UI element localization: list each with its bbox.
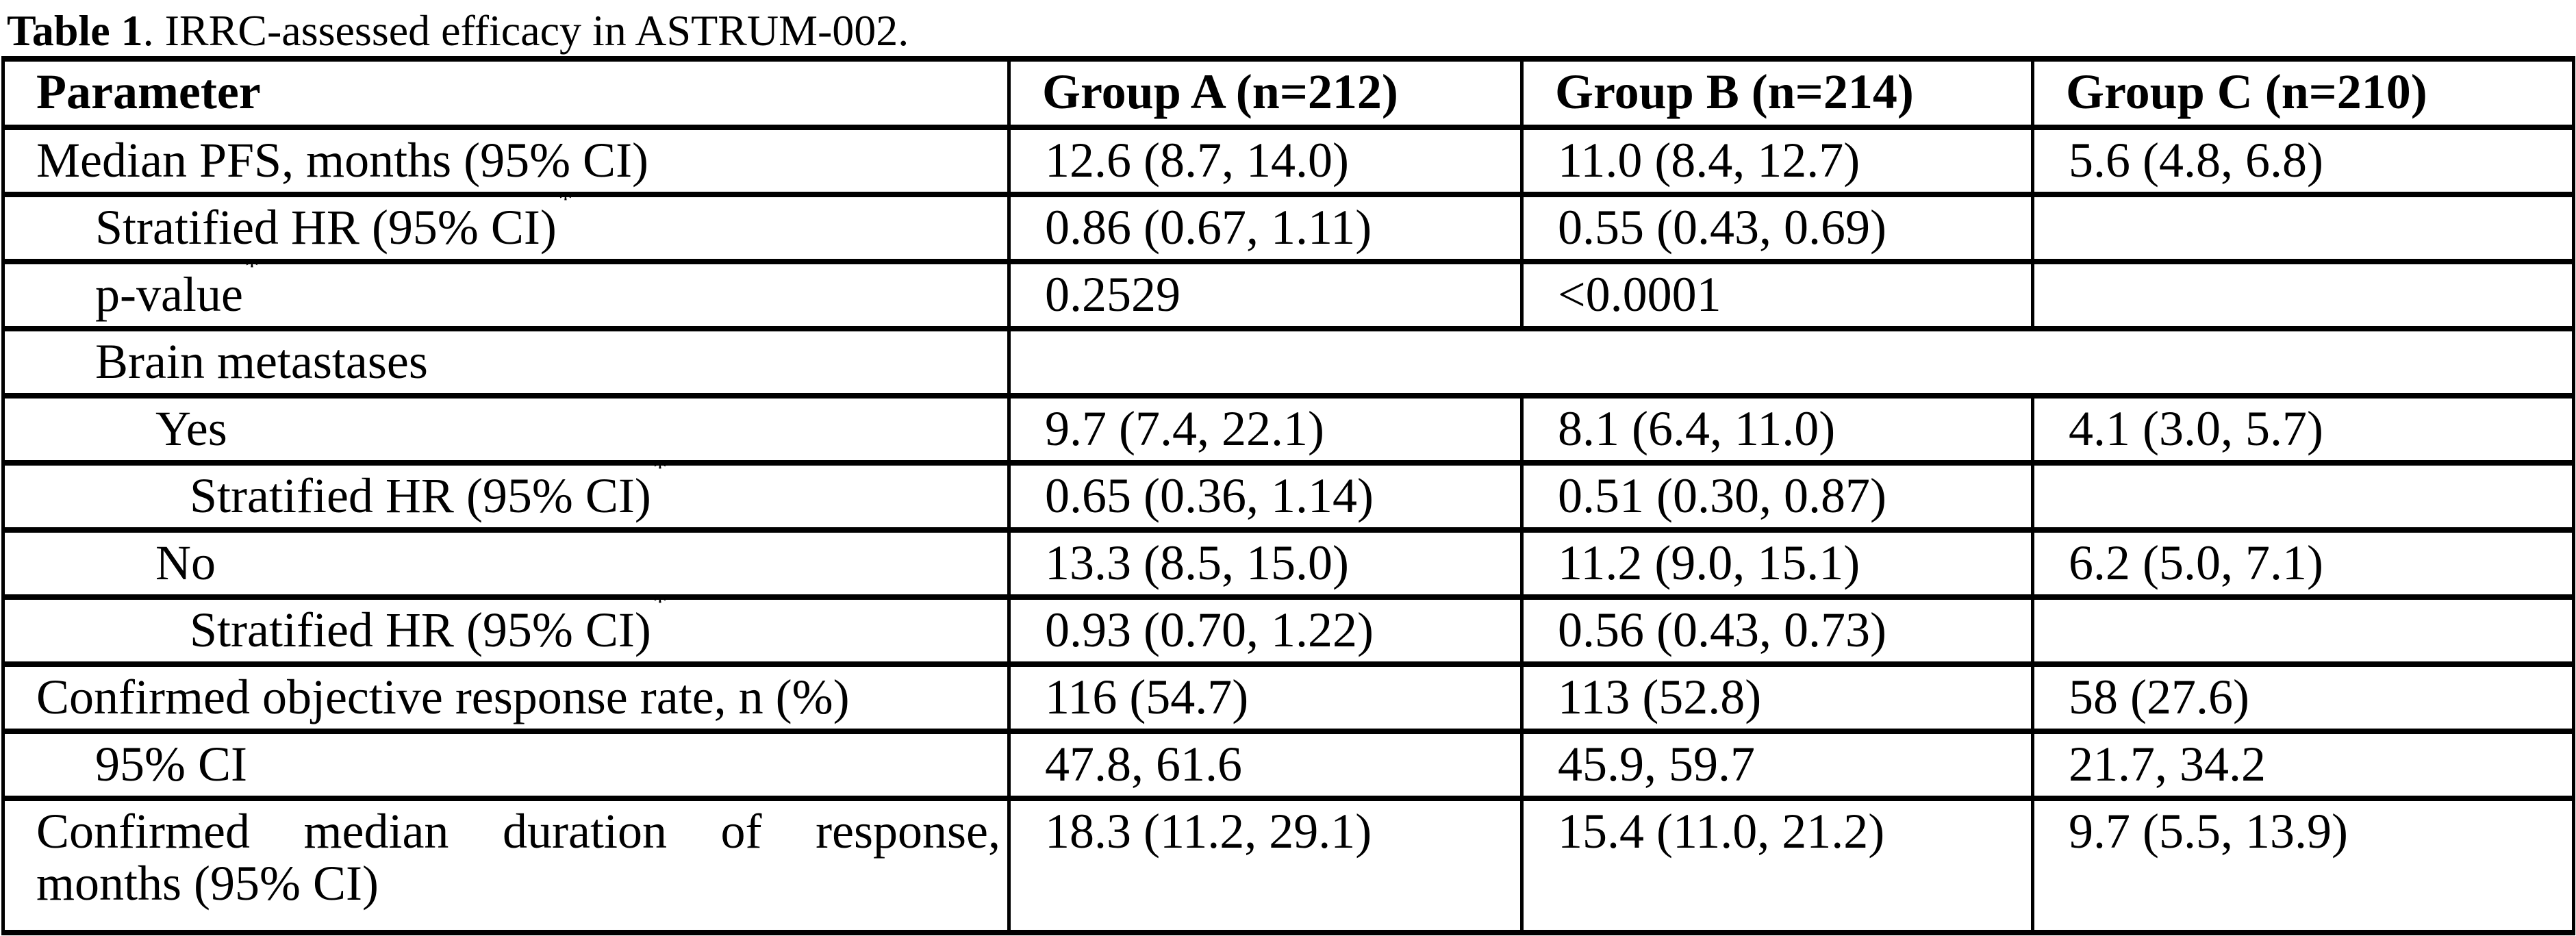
parameter-cell: Stratified HR (95% CI)* xyxy=(1,594,1011,667)
parameter-cell: Confirmed objective response rate, n (%) xyxy=(1,661,1011,734)
table-caption-label: Table 1 xyxy=(7,6,143,55)
value-cell-group-a: 13.3 (8.5, 15.0) xyxy=(1007,527,1524,600)
parameter-cell: Median PFS, months (95% CI) xyxy=(1,125,1011,197)
table-row: Confirmed objective response rate, n (%)… xyxy=(1,661,2575,734)
parameter-cell: 95% CI xyxy=(1,729,1011,801)
value-cell-group-b: 0.55 (0.43, 0.69) xyxy=(1520,192,2034,264)
asterisk-superscript: * xyxy=(652,597,668,618)
table-row: Stratified HR (95% CI)* 0.86 (0.67, 1.11)… xyxy=(1,192,2575,264)
value-cell-group-a: 47.8, 61.6 xyxy=(1007,729,1524,801)
value-cell-group-a: 116 (54.7) xyxy=(1007,661,1524,734)
value-cell-group-c: 9.7 (5.5, 13.9) xyxy=(2031,796,2575,935)
value-cell-group-a: 12.6 (8.7, 14.0) xyxy=(1007,125,1524,197)
table-row: 95% CI 47.8, 61.6 45.9, 59.7 21.7, 34.2 xyxy=(1,729,2575,801)
value-cell-group-c: 5.6 (4.8, 6.8) xyxy=(2031,125,2575,197)
value-cell-group-a: 0.65 (0.36, 1.14) xyxy=(1007,460,1524,533)
parameter-cell: Stratified HR (95% CI)* xyxy=(1,192,1011,264)
table-caption: Table 1. IRRC-assessed efficacy in ASTRU… xyxy=(0,0,2576,56)
table-row: Stratified HR (95% CI)* 0.65 (0.36, 1.14)… xyxy=(1,460,2575,533)
value-cell-group-b: 11.2 (9.0, 15.1) xyxy=(1520,527,2034,600)
table-row: No 13.3 (8.5, 15.0) 11.2 (9.0, 15.1) 6.2 (5… xyxy=(1,527,2575,600)
value-cell-group-b: 0.56 (0.43, 0.73) xyxy=(1520,594,2034,667)
header-group-b: Group B (n=214) xyxy=(1520,56,2034,130)
value-cell-group-b: 113 (52.8) xyxy=(1520,661,2034,734)
value-cell-group-c: 6.2 (5.0, 7.1) xyxy=(2031,527,2575,600)
parameter-cell: No xyxy=(1,527,1011,600)
parameter-cell: p-value* xyxy=(1,259,1011,331)
table-caption-text: . IRRC-assessed efficacy in ASTRUM-002. xyxy=(142,6,909,55)
value-cell-group-c xyxy=(2031,460,2575,533)
value-cell-group-b: 45.9, 59.7 xyxy=(1520,729,2034,801)
value-cell-group-c: 4.1 (3.0, 5.7) xyxy=(2031,393,2575,466)
parameter-line-1: Confirmed median duration of response, xyxy=(36,804,1000,859)
parameter-cell: Stratified HR (95% CI)* xyxy=(1,460,1011,533)
parameter-cell: Confirmed median duration of response, mo… xyxy=(1,796,1011,935)
table-row: Confirmed median duration of response, mo… xyxy=(1,796,2575,935)
value-cell-group-c: 21.7, 34.2 xyxy=(2031,729,2575,801)
value-cell-group-a: 0.93 (0.70, 1.22) xyxy=(1007,594,1524,667)
header-group-a: Group A (n=212) xyxy=(1007,56,1524,130)
value-cell-group-a: 9.7 (7.4, 22.1) xyxy=(1007,393,1524,466)
asterisk-superscript: * xyxy=(557,194,573,216)
header-group-c: Group C (n=210) xyxy=(2031,56,2575,130)
table-row: Brain metastases xyxy=(1,326,2575,399)
value-cell-group-a: 18.3 (11.2, 29.1) xyxy=(1007,796,1524,935)
value-cell-group-a: 0.86 (0.67, 1.11) xyxy=(1007,192,1524,264)
value-cell-group-c: 58 (27.6) xyxy=(2031,661,2575,734)
value-cell-group-b: 0.51 (0.30, 0.87) xyxy=(1520,460,2034,533)
value-cell-group-b: 11.0 (8.4, 12.7) xyxy=(1520,125,2034,197)
table-body: Median PFS, months (95% CI) 12.6 (8.7, 14… xyxy=(1,125,2575,935)
parameter-cell: Brain metastases xyxy=(1,326,1011,399)
asterisk-superscript: * xyxy=(652,463,668,484)
parameter-line-2: months (95% CI) xyxy=(36,856,379,911)
table-row: Yes 9.7 (7.4, 22.1) 8.1 (6.4, 11.0) 4.1 (3.… xyxy=(1,393,2575,466)
parameter-cell: Yes xyxy=(1,393,1011,466)
value-cell-group-b: <0.0001 xyxy=(1520,259,2034,331)
table-row: Median PFS, months (95% CI) 12.6 (8.7, 14… xyxy=(1,125,2575,197)
efficacy-table: Parameter Group A (n=212) Group B (n=214… xyxy=(1,56,2575,935)
value-cell-group-c xyxy=(2031,192,2575,264)
header-row: Parameter Group A (n=212) Group B (n=214… xyxy=(1,56,2575,130)
value-cell-group-c xyxy=(2031,259,2575,331)
value-cell-group-b: 8.1 (6.4, 11.0) xyxy=(1520,393,2034,466)
value-cell-group-c xyxy=(2031,594,2575,667)
asterisk-superscript: * xyxy=(244,262,260,283)
value-cell-group-b: 15.4 (11.0, 21.2) xyxy=(1520,796,2034,935)
value-cell-group-a: 0.2529 xyxy=(1007,259,1524,331)
header-parameter: Parameter xyxy=(1,56,1011,130)
table-row: Stratified HR (95% CI)* 0.93 (0.70, 1.22)… xyxy=(1,594,2575,667)
merged-empty-cell xyxy=(1007,326,2575,399)
table-row: p-value* 0.2529 <0.0001 xyxy=(1,259,2575,331)
